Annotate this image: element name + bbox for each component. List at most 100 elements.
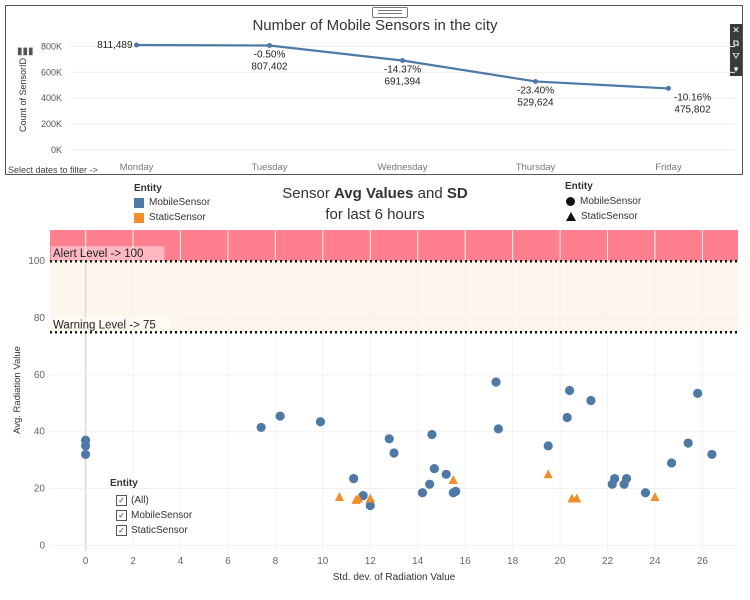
static-swatch (134, 212, 144, 223)
checkbox[interactable]: ✓ (116, 495, 127, 506)
static-sensor-point (650, 492, 660, 502)
mobile-sensor-point (275, 411, 285, 421)
y-axis-label: Count of SensorID (18, 57, 28, 132)
mobile-sensor-point (693, 388, 703, 398)
static-sensor-point (353, 493, 364, 503)
mobile-sensor-point (417, 488, 428, 498)
y-tick-label: 40 (34, 427, 46, 438)
checkbox[interactable]: ✓ (116, 510, 127, 521)
pct-change-label: -10.16% (674, 92, 711, 103)
x-tick-label: 20 (555, 556, 567, 567)
x-tick-label: Friday (655, 162, 682, 173)
reference-band (50, 261, 738, 333)
color-legend-title: Entity (134, 183, 162, 194)
mobile-sensor-point (358, 491, 368, 501)
shape-legend-title: Entity (565, 181, 593, 192)
x-tick-label: 24 (649, 556, 661, 567)
mobile-sensor-point (427, 429, 437, 440)
shape-legend-item-static[interactable]: StaticSensor (566, 211, 638, 222)
mobile-sensor-point (80, 449, 91, 460)
filter-icon[interactable]: ⛛ (732, 51, 740, 61)
x-tick-label: 6 (225, 556, 231, 567)
x-tick-label: Thursday (516, 162, 556, 173)
y-tick-label: 20 (34, 484, 46, 495)
mobile-sensor-point (666, 458, 677, 468)
scatter-chart-title: Sensor Avg Values and SD for last 6 hour… (282, 185, 468, 223)
mobile-sensor-point (256, 422, 266, 433)
x-tick-label: 0 (83, 556, 89, 567)
mobile-sensor-point (451, 486, 461, 496)
filter-option-mobile[interactable]: ✓ MobileSensor (116, 508, 192, 523)
band-label: Warning Level -> 75 (53, 319, 156, 331)
mobile-sensor-point (441, 469, 451, 479)
data-point (267, 43, 272, 49)
close-icon[interactable]: ✕ (732, 25, 740, 35)
y-tick-label: 100 (28, 256, 45, 267)
x-tick-label: 22 (602, 556, 614, 567)
y-tick-label: 60 (34, 370, 46, 381)
data-point (134, 42, 139, 48)
data-label: 691,394 (384, 77, 421, 88)
mobile-sensors-panel[interactable]: ✕ ⧉ ⛛ ▾ ▮▮▮ (5, 5, 743, 175)
legend-label: StaticSensor (581, 211, 638, 222)
mobile-sensor-point (707, 449, 717, 460)
pct-change-label: -14.37% (384, 65, 421, 76)
x-tick-label: 4 (178, 556, 184, 567)
static-sensor-point (543, 469, 553, 479)
static-sensor-point (365, 493, 375, 503)
entity-filter: Entity ✓ (All) ✓ MobileSensor ✓ StaticSe… (110, 478, 192, 538)
band-label-bg (51, 246, 165, 261)
mobile-sensor-point (640, 488, 651, 498)
drag-handle[interactable] (372, 7, 408, 18)
mobile-sensor-point (365, 500, 375, 511)
filter-option-all[interactable]: ✓ (All) (116, 493, 192, 508)
legend-label: MobileSensor (149, 197, 211, 208)
panel-toolbar: ✕ ⧉ ⛛ ▾ (730, 24, 742, 76)
y-tick-label: 600K (41, 67, 62, 77)
triangle-icon (566, 212, 576, 221)
color-legend-item-mobile[interactable]: MobileSensor (134, 197, 210, 208)
x-tick-label: 8 (273, 556, 279, 567)
x-axis-label: Std. dev. of Radiation Value (333, 572, 456, 583)
data-label: 529,624 (517, 97, 554, 108)
data-label: 475,802 (674, 104, 711, 115)
filter-label: StaticSensor (131, 525, 188, 536)
y-tick-label: 200K (41, 119, 62, 129)
mobile-sensor-point (429, 464, 439, 474)
filter-option-static[interactable]: ✓ StaticSensor (116, 523, 192, 538)
mobile-sensor-point (543, 441, 553, 451)
pct-change-label: -23.40% (517, 85, 554, 96)
x-tick-label: Monday (120, 162, 154, 173)
checkbox[interactable]: ✓ (116, 525, 127, 536)
mobile-sensor-point (384, 434, 394, 444)
y-tick-label: 400K (41, 93, 62, 103)
mobile-sensor-point (493, 424, 503, 434)
mobile-sensor-point (80, 441, 91, 451)
circle-icon (566, 197, 575, 206)
filter-hint: Select dates to filter -> (8, 165, 98, 175)
shape-legend-item-mobile[interactable]: MobileSensor (566, 196, 641, 207)
mobile-sensor-point (610, 473, 620, 484)
mobile-sensor-point (315, 417, 326, 427)
y-tick-label: 80 (34, 313, 46, 324)
popout-icon[interactable]: ⧉ (732, 38, 740, 48)
x-tick-label: Tuesday (251, 162, 287, 173)
x-tick-label: 14 (412, 556, 424, 567)
static-sensor-point (448, 474, 458, 484)
dropdown-icon[interactable]: ▾ (733, 64, 739, 74)
color-legend-item-static[interactable]: StaticSensor (134, 212, 206, 223)
data-point (400, 58, 405, 64)
y-tick-label: 800K (41, 41, 62, 51)
y-axis-label: Avg. Radiation Value (12, 346, 23, 434)
data-point (533, 78, 538, 84)
reference-band (50, 230, 738, 262)
sort-bars-icon[interactable]: ▮▮▮ (17, 46, 34, 57)
x-tick-label: 2 (130, 556, 136, 567)
x-tick-label: 12 (365, 556, 377, 567)
band-label: Alert Level -> 100 (53, 248, 143, 260)
x-tick-label: 16 (460, 556, 472, 567)
data-label: 807,402 (251, 62, 288, 73)
legend-label: StaticSensor (149, 212, 206, 223)
mobile-swatch (134, 197, 144, 208)
